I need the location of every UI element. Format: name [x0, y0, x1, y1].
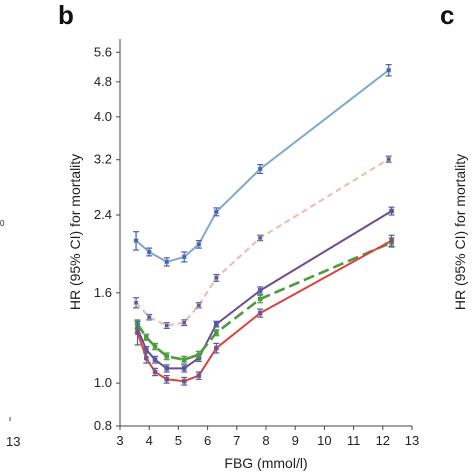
- x-tick-label: 11: [347, 433, 361, 448]
- data-point: [389, 208, 394, 214]
- x-tick-label: 13: [405, 433, 419, 448]
- series-3: [134, 206, 395, 373]
- panel-letter-c: c: [440, 0, 454, 30]
- x-tick-label: 9: [292, 433, 299, 448]
- x-axis-label: FBG (mmol/l): [224, 455, 307, 471]
- y-tick-label: 4.0: [94, 109, 112, 124]
- right-panel-y-axis-label: HR (95% CI) for mortality: [452, 154, 468, 310]
- x-tick-label: 12: [376, 433, 390, 448]
- x-tick-label: 7: [233, 433, 240, 448]
- data-point: [164, 323, 170, 328]
- data-point: [152, 357, 158, 362]
- data-point: [133, 300, 139, 306]
- x-tick-label: 8: [262, 433, 269, 448]
- series-2: [133, 155, 392, 329]
- y-tick-label: 0.8: [94, 418, 112, 433]
- series-1: [133, 64, 392, 267]
- data-point: [152, 344, 158, 349]
- series-5: [134, 234, 395, 386]
- series-line: [135, 69, 390, 263]
- series-line: [135, 158, 390, 327]
- y-tick-label: 1.6: [94, 285, 112, 300]
- data-point: [146, 249, 152, 255]
- data-point: [164, 366, 170, 371]
- x-tick-label: 3: [116, 433, 123, 448]
- data-point: [181, 357, 187, 362]
- chart-area: 0.8 1.0 1.6 2.4 3.2 4.0 4.8 5.6 3 4 5 6 7 8 9 10 11 12 13: [94, 39, 419, 448]
- data-point: [196, 373, 202, 378]
- data-point: [257, 296, 263, 302]
- series-line: [136, 210, 393, 370]
- x-tick-label: 10: [317, 433, 331, 448]
- y-axis-label: HR (95% CI) for mortality: [67, 154, 83, 310]
- data-point: [152, 369, 158, 375]
- y-tick-label: 2.4: [94, 207, 112, 222]
- data-point: [196, 242, 202, 247]
- left-panel-fragment: 13 0: [0, 219, 20, 449]
- y-tick-label: 5.6: [94, 44, 112, 59]
- data-point: [386, 156, 391, 162]
- series-line: [136, 239, 393, 383]
- y-tick-label: 3.2: [94, 152, 112, 167]
- left-panel-x-tick: 13: [6, 434, 20, 449]
- data-point: [196, 302, 202, 308]
- series-layer: [133, 64, 395, 386]
- data-point: [214, 321, 219, 327]
- x-ticks: 3 4 5 6 7 8 9 10 11 12 13: [116, 426, 419, 448]
- data-point: [196, 352, 202, 357]
- data-point: [181, 366, 187, 371]
- data-point: [181, 378, 187, 384]
- data-point: [214, 345, 219, 351]
- y-tick-label: 1.0: [94, 375, 112, 390]
- data-point: [181, 254, 187, 260]
- data-point: [386, 67, 391, 73]
- data-point: [181, 320, 187, 325]
- data-point: [164, 377, 170, 382]
- data-point: [135, 330, 140, 336]
- data-point: [214, 209, 219, 215]
- data-point: [214, 275, 219, 281]
- x-tick-label: 4: [146, 433, 153, 448]
- x-tick-label: 6: [204, 433, 211, 448]
- series-4: [134, 237, 395, 364]
- y-tick-label: 4.8: [94, 74, 112, 89]
- data-point: [257, 235, 263, 241]
- panel-letter-b: b: [58, 0, 74, 30]
- data-point: [146, 314, 152, 320]
- data-point: [143, 355, 149, 361]
- data-point: [164, 353, 170, 359]
- y-ticks: 0.8 1.0 1.6 2.4 3.2 4.0 4.8 5.6: [94, 44, 120, 433]
- data-point: [164, 259, 170, 265]
- data-point: [257, 166, 263, 172]
- data-point: [143, 334, 149, 340]
- x-tick-label: 5: [175, 433, 182, 448]
- data-point: [257, 288, 263, 293]
- data-point: [133, 238, 139, 243]
- data-point: [389, 238, 394, 243]
- right-panel-fragment: HR (95% CI) for mortality: [452, 154, 468, 310]
- data-point: [257, 310, 263, 316]
- left-panel-y-tick: 0: [0, 219, 5, 228]
- data-point: [214, 330, 219, 336]
